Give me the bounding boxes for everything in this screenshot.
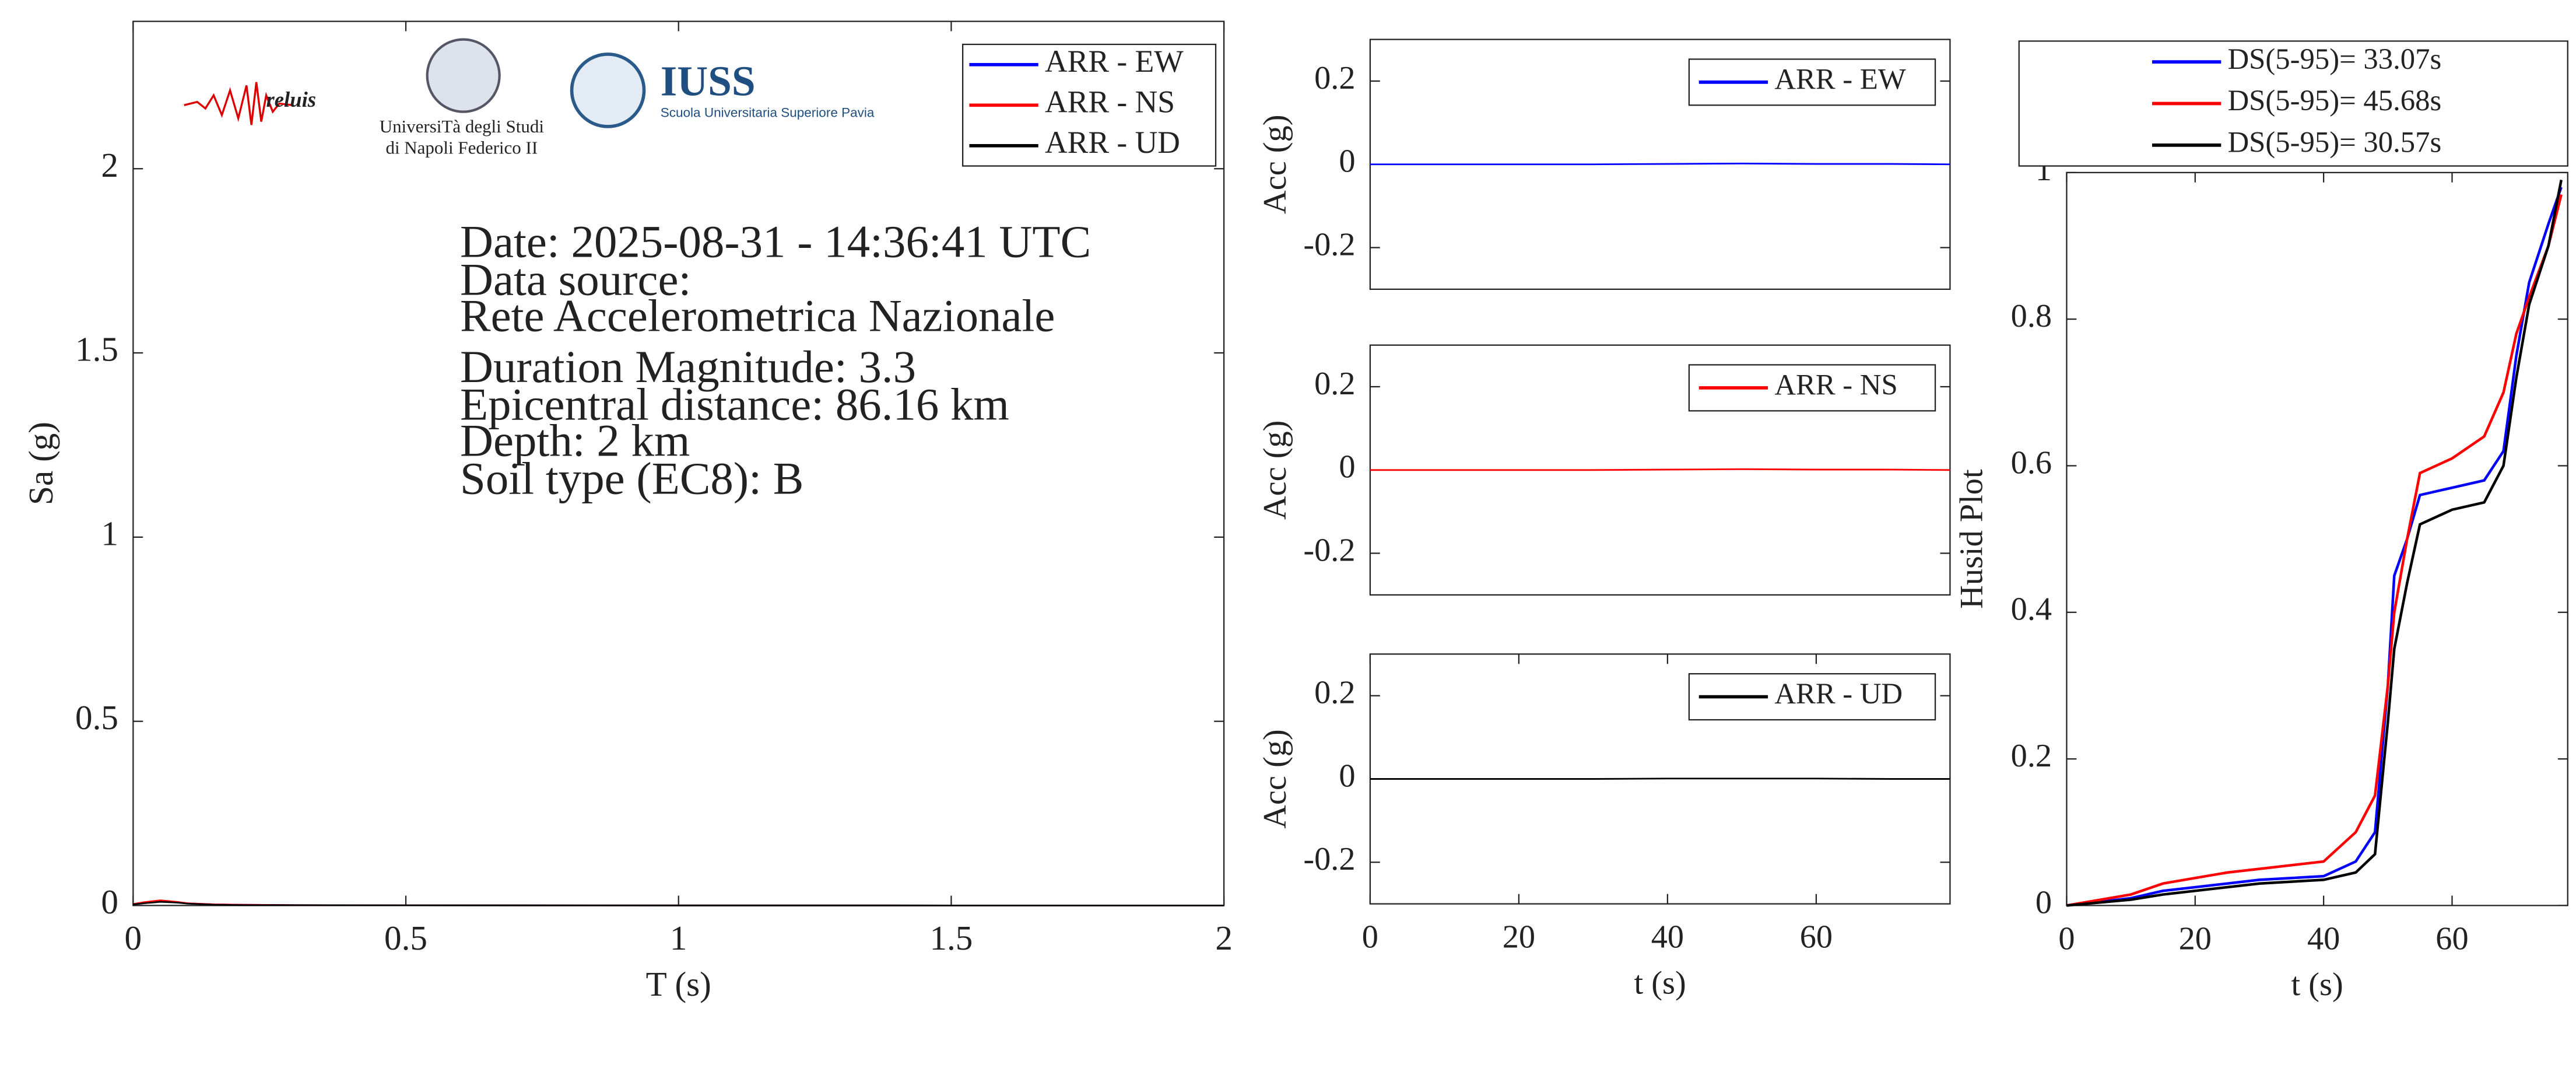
annotation: Data source:: [460, 255, 691, 306]
x-tick-label: 20: [2179, 920, 2212, 957]
annotation: Depth: 2 km: [460, 416, 690, 467]
y-axis-label: Acc (g): [1257, 115, 1293, 214]
x-axis-label: T (s): [646, 965, 711, 1003]
y-axis-label: Acc (g): [1257, 729, 1293, 828]
series-line: [2066, 187, 2563, 907]
annotation: Rete Accelerometrica Nazionale: [460, 291, 1055, 342]
logo-unina-seal: [426, 38, 501, 113]
x-tick-label: 0: [2058, 920, 2075, 957]
y-axis-label: Sa (g): [22, 422, 60, 505]
logo-iuss: IUSS: [661, 57, 756, 104]
x-tick-label: 1.5: [929, 919, 973, 957]
y-tick-label: 2: [101, 146, 118, 184]
y-tick-label: 0.4: [2011, 591, 2052, 628]
legend-box: [2018, 40, 2568, 167]
annotation: Date: 2025-08-31 - 14:36:41 UTC: [460, 217, 1091, 268]
y-axis-label: Husid Plot: [1954, 469, 1990, 609]
annotation: Epicentral distance: 86.16 km: [460, 380, 1009, 430]
y-tick-label: 0.2: [1314, 675, 1355, 711]
logo-iuss-sub: Scuola Universitaria Superiore Pavia: [661, 105, 875, 120]
y-tick-label: 0.6: [2011, 444, 2052, 481]
y-axis-label: Acc (g): [1257, 421, 1293, 520]
legend-label: ARR - NS: [1045, 85, 1175, 120]
x-tick-label: 0: [1362, 919, 1378, 955]
x-tick-label: 60: [2435, 920, 2468, 957]
legend-label: DS(5-95)= 33.07s: [2228, 43, 2442, 75]
logo-iuss-seal: [570, 52, 646, 128]
x-tick-label: 20: [1503, 919, 1535, 955]
reluis-wave: [184, 82, 293, 125]
legend-label: ARR - EW: [1774, 63, 1905, 96]
annotation: Soil type (EC8): B: [460, 453, 803, 504]
y-tick-label: 0.2: [1314, 60, 1355, 96]
x-tick-label: 2: [1215, 919, 1233, 957]
y-tick-label: 0: [1339, 449, 1355, 485]
legend-label: ARR - EW: [1045, 44, 1184, 79]
x-tick-label: 0: [125, 919, 142, 957]
legend-label: ARR - NS: [1774, 369, 1897, 401]
series-line: [2066, 179, 2563, 907]
y-tick-label: 0.5: [75, 698, 118, 737]
y-tick-label: -0.2: [1303, 841, 1355, 877]
y-tick-label: 0: [2035, 884, 2052, 920]
logo-unina-1: UniversiTà degli Studi: [380, 116, 545, 136]
series-line: [133, 901, 1224, 906]
x-tick-label: 40: [1651, 919, 1684, 955]
y-tick-label: 1.5: [75, 330, 118, 369]
logo-reluis: reluis: [266, 87, 316, 111]
y-tick-label: 0.8: [2011, 298, 2052, 334]
legend-label: DS(5-95)= 45.68s: [2228, 84, 2442, 117]
y-tick-label: 0: [1339, 143, 1355, 180]
y-tick-label: 0: [101, 883, 118, 921]
legend-label: ARR - UD: [1045, 125, 1180, 160]
legend-label: ARR - UD: [1774, 677, 1903, 710]
logos: reluis UniversiTà degli Studi di Napoli …: [184, 38, 875, 157]
y-tick-label: 0.2: [2011, 738, 2052, 774]
x-tick-label: 1: [670, 919, 687, 957]
x-axis-label: t (s): [1634, 965, 1686, 1001]
series-line: [2066, 194, 2563, 907]
x-tick-label: 40: [2307, 920, 2340, 957]
series-line: [1370, 162, 1950, 166]
y-tick-label: 0.2: [1314, 366, 1355, 402]
x-tick-label: 60: [1800, 919, 1833, 955]
axes-box: [2066, 171, 2568, 906]
logo-unina-2: di Napoli Federico II: [385, 137, 538, 157]
x-tick-label: 0.5: [384, 919, 427, 957]
x-axis-label: t (s): [2291, 967, 2343, 1003]
y-tick-label: -0.2: [1303, 226, 1355, 262]
y-tick-label: -0.2: [1303, 532, 1355, 568]
annotation: Duration Magnitude: 3.3: [460, 342, 916, 393]
y-tick-label: 0: [1339, 758, 1355, 794]
y-tick-label: 1: [101, 514, 118, 552]
series-line: [1370, 468, 1950, 471]
legend-label: DS(5-95)= 30.57s: [2228, 126, 2442, 159]
